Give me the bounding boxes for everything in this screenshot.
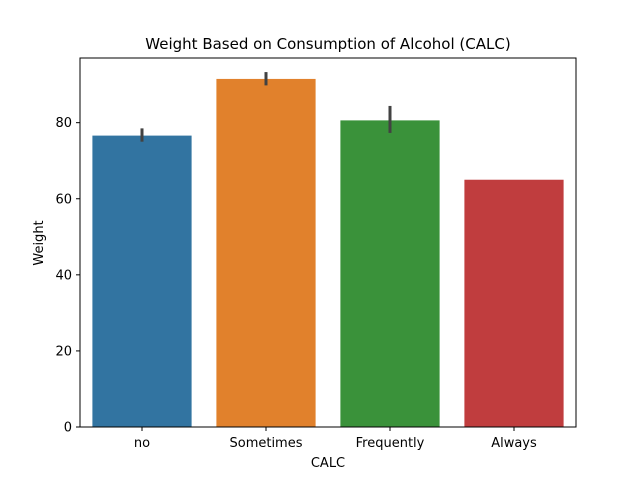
y-tick-label: 0 xyxy=(64,421,72,436)
y-axis-label: Weight xyxy=(32,220,47,265)
y-tick-label: 80 xyxy=(55,116,72,131)
y-tick-label: 40 xyxy=(55,268,72,283)
chart-title: Weight Based on Consumption of Alcohol (… xyxy=(145,35,510,53)
bar-always xyxy=(464,179,564,427)
y-tick-label: 20 xyxy=(55,344,72,359)
y-tick-label: 60 xyxy=(55,192,72,207)
plot-frame xyxy=(79,57,577,428)
x-tick-label: Frequently xyxy=(356,436,425,451)
error-bars-layer xyxy=(140,72,392,142)
x-tick-label: no xyxy=(134,436,150,451)
x-axis-label: CALC xyxy=(311,456,345,471)
bar-no xyxy=(92,135,192,427)
y-axis-ticks: 0 20 40 60 80 xyxy=(55,116,80,436)
x-tick-label: Always xyxy=(491,436,537,451)
bars-layer xyxy=(92,78,564,428)
x-axis-ticks: no Sometimes Frequently Always xyxy=(134,427,537,451)
bar-sometimes xyxy=(216,78,316,428)
bar-frequently xyxy=(340,120,440,427)
x-tick-label: Sometimes xyxy=(229,436,302,451)
